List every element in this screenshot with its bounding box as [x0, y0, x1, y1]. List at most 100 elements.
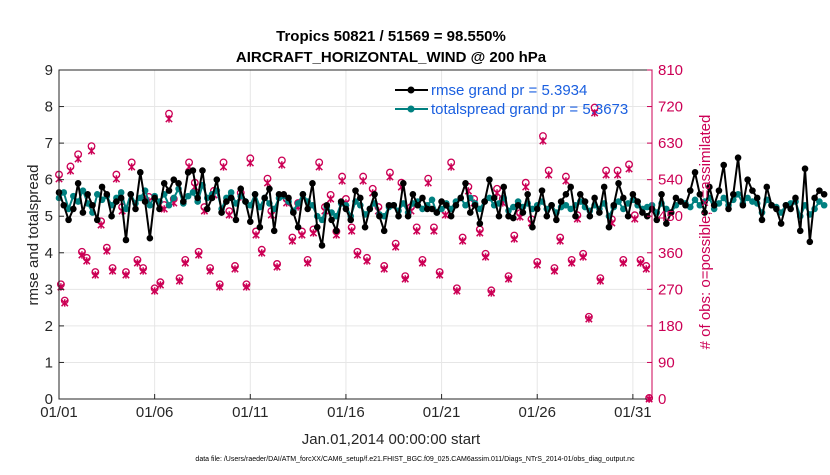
rmse-point [591, 194, 598, 202]
totalspread-point [146, 201, 154, 209]
rmse-point [653, 216, 661, 224]
x-tick-label: 01/06 [136, 404, 174, 421]
obs-assimilated-marker [544, 171, 553, 179]
totalspread-point [744, 194, 751, 202]
rmse-point [677, 198, 684, 205]
obs-assimilated-marker [642, 265, 650, 273]
obs-assimilated-marker [613, 171, 622, 179]
totalspread-point [816, 198, 823, 205]
totalspread-point [165, 201, 173, 209]
totalspread-point [562, 201, 570, 209]
rmse-point [246, 218, 254, 226]
obs-assimilated-marker [74, 155, 82, 163]
rmse-point [203, 205, 211, 213]
obs-assimilated-marker [533, 261, 541, 269]
obs-assimilated-marker [453, 287, 461, 295]
rmse-point [500, 183, 508, 191]
obs-assimilated-marker [510, 235, 519, 243]
y-tick-label-right: 450 [658, 208, 683, 225]
obs-assimilated-marker [441, 211, 450, 219]
obs-assimilated-marker [231, 265, 239, 273]
rmse-point [524, 190, 531, 198]
rmse-point [447, 212, 455, 220]
rmse-point [208, 194, 216, 202]
rmse-point [60, 201, 68, 209]
obs-assimilated-marker [156, 281, 165, 289]
obs-assimilated-marker [458, 237, 467, 245]
rmse-point [428, 205, 436, 213]
rmse-point [400, 180, 407, 187]
rmse-point [347, 216, 355, 224]
totalspread-point [60, 189, 68, 196]
rmse-point [232, 216, 240, 224]
rmse-point [146, 234, 154, 242]
obs-assimilated-marker [347, 227, 356, 235]
obs-assimilated-marker [87, 147, 96, 155]
rmse-point [180, 198, 187, 205]
rmse-point [686, 187, 694, 194]
rmse-point [266, 185, 273, 193]
rmse-point [667, 209, 675, 216]
totalspread-point [93, 190, 101, 198]
rmse-point [404, 212, 412, 220]
rmse-point [658, 190, 665, 198]
rmse-point [701, 209, 708, 216]
rmse-point [117, 194, 125, 202]
totalspread-point [734, 190, 742, 198]
rmse-point [481, 198, 488, 205]
obs-assimilated-marker [181, 259, 189, 267]
obs-assimilated-marker [562, 177, 570, 185]
rmse-point [557, 198, 565, 205]
totalspread-point [117, 189, 125, 196]
rmse-point [313, 223, 321, 231]
rmse-point [629, 190, 637, 198]
rmse-point [624, 212, 632, 220]
y-tick-label-right: 0 [658, 391, 666, 408]
obs-assimilated-marker [522, 183, 530, 191]
rmse-point [768, 201, 775, 209]
rmse-point [294, 223, 302, 231]
rmse-point [514, 201, 522, 209]
rmse-point [744, 176, 751, 183]
obs-assimilated-marker [165, 115, 173, 123]
rmse-point [89, 201, 96, 209]
y-tick-label-right: 720 [658, 99, 683, 116]
rmse-point [423, 205, 431, 213]
obs-assimilated-marker [418, 259, 427, 267]
rmse-point [553, 216, 560, 224]
obs-assimilated-marker [112, 175, 121, 183]
obs-assimilated-marker [91, 271, 100, 279]
rmse-point [620, 194, 627, 202]
rmse-point [615, 180, 622, 187]
obs-assimilated-marker [338, 177, 346, 185]
obs-assimilated-marker [585, 315, 593, 323]
rmse-point [323, 201, 331, 209]
rmse-point [811, 194, 818, 202]
rmse-point [634, 198, 641, 205]
obs-assimilated-marker [359, 177, 367, 185]
rmse-point [710, 201, 718, 209]
rmse-point [395, 212, 402, 220]
y-axis-label-right: # of obs: o=possible; ×=assimilated [697, 115, 714, 350]
rmse-point [337, 198, 345, 205]
rmse-point [376, 212, 383, 220]
obs-assimilated-marker [258, 249, 266, 257]
obs-assimilated-marker [602, 171, 610, 179]
obs-assimilated-marker [487, 289, 496, 297]
y-tick-label-right: 540 [658, 172, 683, 189]
obs-assimilated-marker [122, 271, 130, 279]
obs-assimilated-marker [288, 237, 297, 245]
y-tick-label-left: 1 [45, 354, 53, 371]
rmse-point [366, 205, 374, 213]
obs-assimilated-marker [625, 165, 633, 173]
obs-assimilated-marker [150, 287, 159, 295]
rmse-point [79, 209, 87, 216]
rmse-point [438, 198, 445, 205]
rmse-point [419, 194, 426, 202]
x-axis-label: Jan.01,2014 00:00:00 start [302, 431, 481, 448]
rmse-point [290, 209, 297, 216]
totalspread-point [567, 205, 575, 213]
y-tick-label-left: 3 [45, 281, 53, 298]
